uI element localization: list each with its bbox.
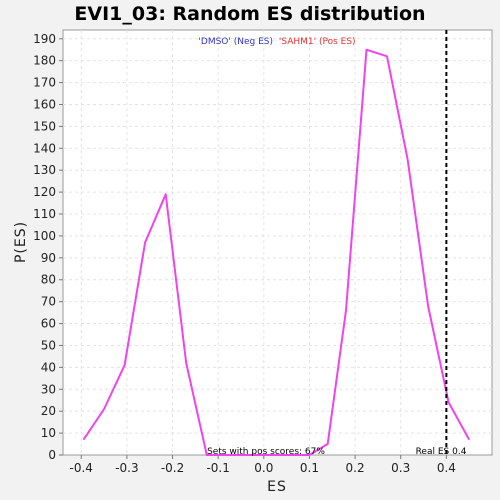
footnote-pos-scores: Sets with pos scores: 67% <box>207 447 325 457</box>
y-tick-label: 120 <box>33 185 56 199</box>
y-tick-label: 110 <box>33 207 56 221</box>
y-tick-label: 30 <box>41 382 56 396</box>
x-tick-label: -0.3 <box>115 461 138 475</box>
y-tick-label: 0 <box>48 448 56 462</box>
y-tick-label: 160 <box>33 97 56 111</box>
x-tick-label: 0.0 <box>254 461 273 475</box>
chart-title: EVI1_03: Random ES distribution <box>74 3 425 25</box>
x-tick-label: 0.1 <box>300 461 319 475</box>
y-tick-label: 20 <box>41 404 56 418</box>
x-tick-label: -0.2 <box>161 461 184 475</box>
y-tick-label: 100 <box>33 229 56 243</box>
series-line <box>82 48 471 456</box>
plot-area <box>62 29 493 456</box>
x-tick-label: 0.3 <box>391 461 410 475</box>
x-tick-label: 0.2 <box>346 461 365 475</box>
y-tick-label: 140 <box>33 141 56 155</box>
y-tick-label: 150 <box>33 119 56 133</box>
y-tick-label: 60 <box>41 317 56 331</box>
real-es-label: Real ES 0.4 <box>416 447 467 457</box>
x-axis-ticks: -0.4 -0.3 -0.2 -0.1 0.0 0.1 0.2 0.3 0.4 <box>70 455 456 475</box>
y-tick-label: 90 <box>41 251 56 265</box>
y-tick-label: 50 <box>41 338 56 352</box>
y-axis-ticks: 0 10 20 30 40 50 60 70 80 90 100 110 120 130 140 150 160… <box>33 32 63 462</box>
y-tick-label: 190 <box>33 32 56 46</box>
y-tick-label: 170 <box>33 76 56 90</box>
y-tick-label: 180 <box>33 54 56 68</box>
x-axis-label: ES <box>267 479 287 495</box>
y-tick-label: 40 <box>41 360 56 374</box>
y-tick-label: 80 <box>41 273 56 287</box>
x-tick-label: -0.4 <box>70 461 93 475</box>
legend-pos-label: 'SAHM1' (Pos ES) <box>279 37 356 47</box>
y-tick-label: 130 <box>33 163 56 177</box>
x-tick-label: 0.4 <box>437 461 456 475</box>
legend: 'DMSO' (Neg ES) 'SAHM1' (Pos ES) <box>198 37 355 47</box>
y-axis-label: P(ES) <box>13 221 29 263</box>
legend-neg-label: 'DMSO' (Neg ES) <box>198 37 273 47</box>
y-tick-label: 10 <box>41 426 56 440</box>
y-tick-label: 70 <box>41 295 56 309</box>
x-tick-label: -0.1 <box>206 461 229 475</box>
series-layer <box>82 48 471 456</box>
